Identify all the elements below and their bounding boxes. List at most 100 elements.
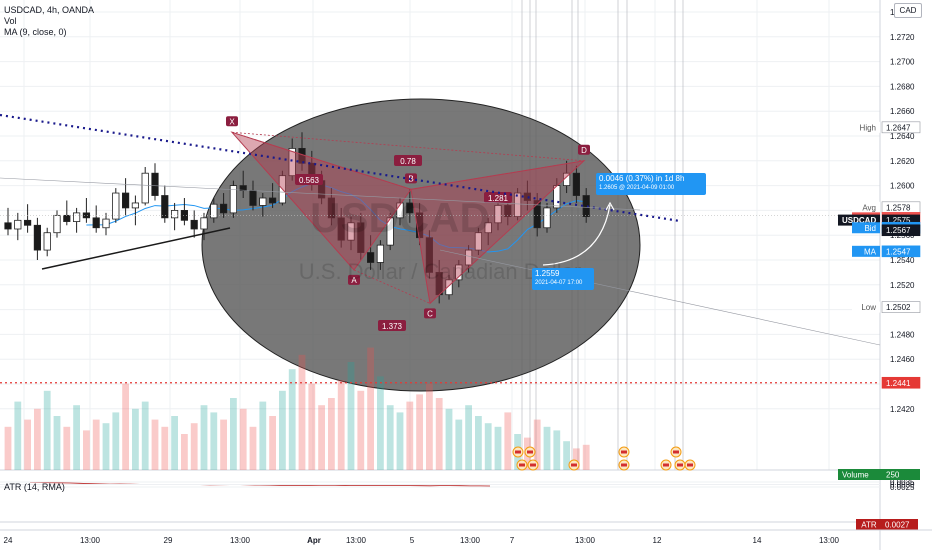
trendlines[interactable] xyxy=(0,113,881,384)
volume-tag-bg xyxy=(838,469,882,480)
price-tick: 1.2620 xyxy=(890,157,915,166)
candle-body xyxy=(170,209,179,219)
volume-bar xyxy=(582,444,590,470)
price-tick: 1.2700 xyxy=(890,58,915,67)
price-tag-value: 1.2502 xyxy=(886,303,911,312)
candle-body xyxy=(523,192,532,201)
candle-body xyxy=(514,192,522,217)
candle-body xyxy=(386,217,394,246)
volume-bar xyxy=(190,423,198,470)
ma-polyline xyxy=(86,182,587,253)
volume-bar xyxy=(328,398,335,470)
atr-tick: 0.0030 xyxy=(890,481,915,490)
volume-bar xyxy=(4,426,12,470)
event-flag-icon xyxy=(519,463,525,467)
ma-label[interactable]: MA (9, close, 0) xyxy=(4,27,67,37)
candle-body xyxy=(43,232,51,251)
time-label: Apr xyxy=(307,536,321,545)
candle-body xyxy=(268,197,277,204)
candle-body xyxy=(14,219,22,230)
volume-bar xyxy=(347,362,355,470)
event-flag-icon xyxy=(571,463,577,467)
projection-start-label: 1.2559 2021-04-07 17:00 xyxy=(532,268,594,290)
point-tag-bg xyxy=(348,274,360,285)
symbol-line[interactable]: USDCAD, 4h, OANDA xyxy=(4,5,95,15)
vol-label[interactable]: Vol xyxy=(4,16,17,26)
event-flag-icon xyxy=(687,463,693,467)
price-tick: 1.2420 xyxy=(890,405,915,414)
price-tag-bg xyxy=(881,121,921,134)
watermark-symbol: USDCAD xyxy=(310,194,490,241)
price-tick: 1.2540 xyxy=(890,256,915,265)
candle-body xyxy=(376,244,385,263)
volume-bar xyxy=(396,412,404,470)
volume-bar xyxy=(102,423,110,470)
volume-bar xyxy=(553,430,561,470)
currency-button[interactable]: CAD xyxy=(894,3,922,18)
price-tag-label-bg xyxy=(852,121,880,133)
candle-body xyxy=(33,224,42,251)
candle-body xyxy=(543,207,551,229)
candle-body xyxy=(337,217,345,241)
symbol-tag: USDCAD xyxy=(842,216,876,225)
candle-body xyxy=(210,203,218,219)
chart-legend: USDCAD, 4h, OANDA Vol MA (9, close, 0) xyxy=(4,5,94,38)
volume-bar xyxy=(494,426,502,470)
volume-bar xyxy=(171,416,178,470)
volume-bar xyxy=(43,390,51,470)
price-tag-value: 1.2567 xyxy=(886,226,911,235)
candle-body xyxy=(249,190,257,206)
ratio-label: 1.373 xyxy=(382,322,403,331)
volume-bar xyxy=(406,401,414,470)
event-flag-icon xyxy=(677,463,683,467)
time-label: 5 xyxy=(410,536,415,545)
candle-body xyxy=(464,249,473,266)
volume-bar xyxy=(298,354,306,470)
price-tick: 1.2640 xyxy=(890,132,915,141)
event-markers[interactable] xyxy=(512,446,696,471)
volume-bar xyxy=(200,405,208,470)
projection-start-time: 2021-04-07 17:00 xyxy=(535,280,583,286)
volume-bar xyxy=(14,401,22,470)
candle-body xyxy=(396,202,404,219)
volume-bar xyxy=(573,448,580,470)
volume-bar xyxy=(112,412,120,470)
price-tick: 1.2720 xyxy=(890,33,915,42)
pattern-ratio-line xyxy=(231,131,585,162)
volume-bars xyxy=(4,347,590,470)
price-tag-label: Avg xyxy=(862,203,876,212)
candle-body xyxy=(161,195,169,219)
price-tick: 1.2660 xyxy=(890,107,915,116)
candle-body xyxy=(102,218,110,229)
time-label: 12 xyxy=(653,536,662,545)
ratio-label: 1.281 xyxy=(488,194,509,203)
volume-bar xyxy=(249,426,257,470)
volume-bar xyxy=(543,426,551,470)
time-label: 24 xyxy=(4,536,13,545)
pattern-bcd xyxy=(410,160,586,305)
atr-label[interactable]: ATR (14, RMA) xyxy=(4,482,65,492)
atr-tick: 0.0035 xyxy=(890,478,915,487)
point-label-X: X xyxy=(229,117,235,126)
candle-body xyxy=(474,232,483,251)
thin-line xyxy=(439,249,881,346)
volume-bar xyxy=(122,383,129,470)
volume-bar xyxy=(533,419,541,470)
volume-bar xyxy=(318,405,325,470)
time-axis[interactable]: 24 13:00 29 13:00 Apr 13:00 5 13:00 7 13:00 12 14 13… xyxy=(0,529,932,545)
event-flag-icon xyxy=(673,450,679,454)
candle-body xyxy=(122,192,130,209)
volume-bar xyxy=(161,426,169,470)
volume-bar xyxy=(132,408,139,470)
price-tag-label: MA xyxy=(864,247,877,256)
candle-body xyxy=(23,219,32,226)
candle-body xyxy=(73,212,81,222)
volume-bar xyxy=(239,408,247,470)
price-tick: 1.2600 xyxy=(890,182,915,191)
candle-body xyxy=(415,212,424,239)
candle-body xyxy=(494,205,502,224)
volume-bar xyxy=(151,419,159,470)
